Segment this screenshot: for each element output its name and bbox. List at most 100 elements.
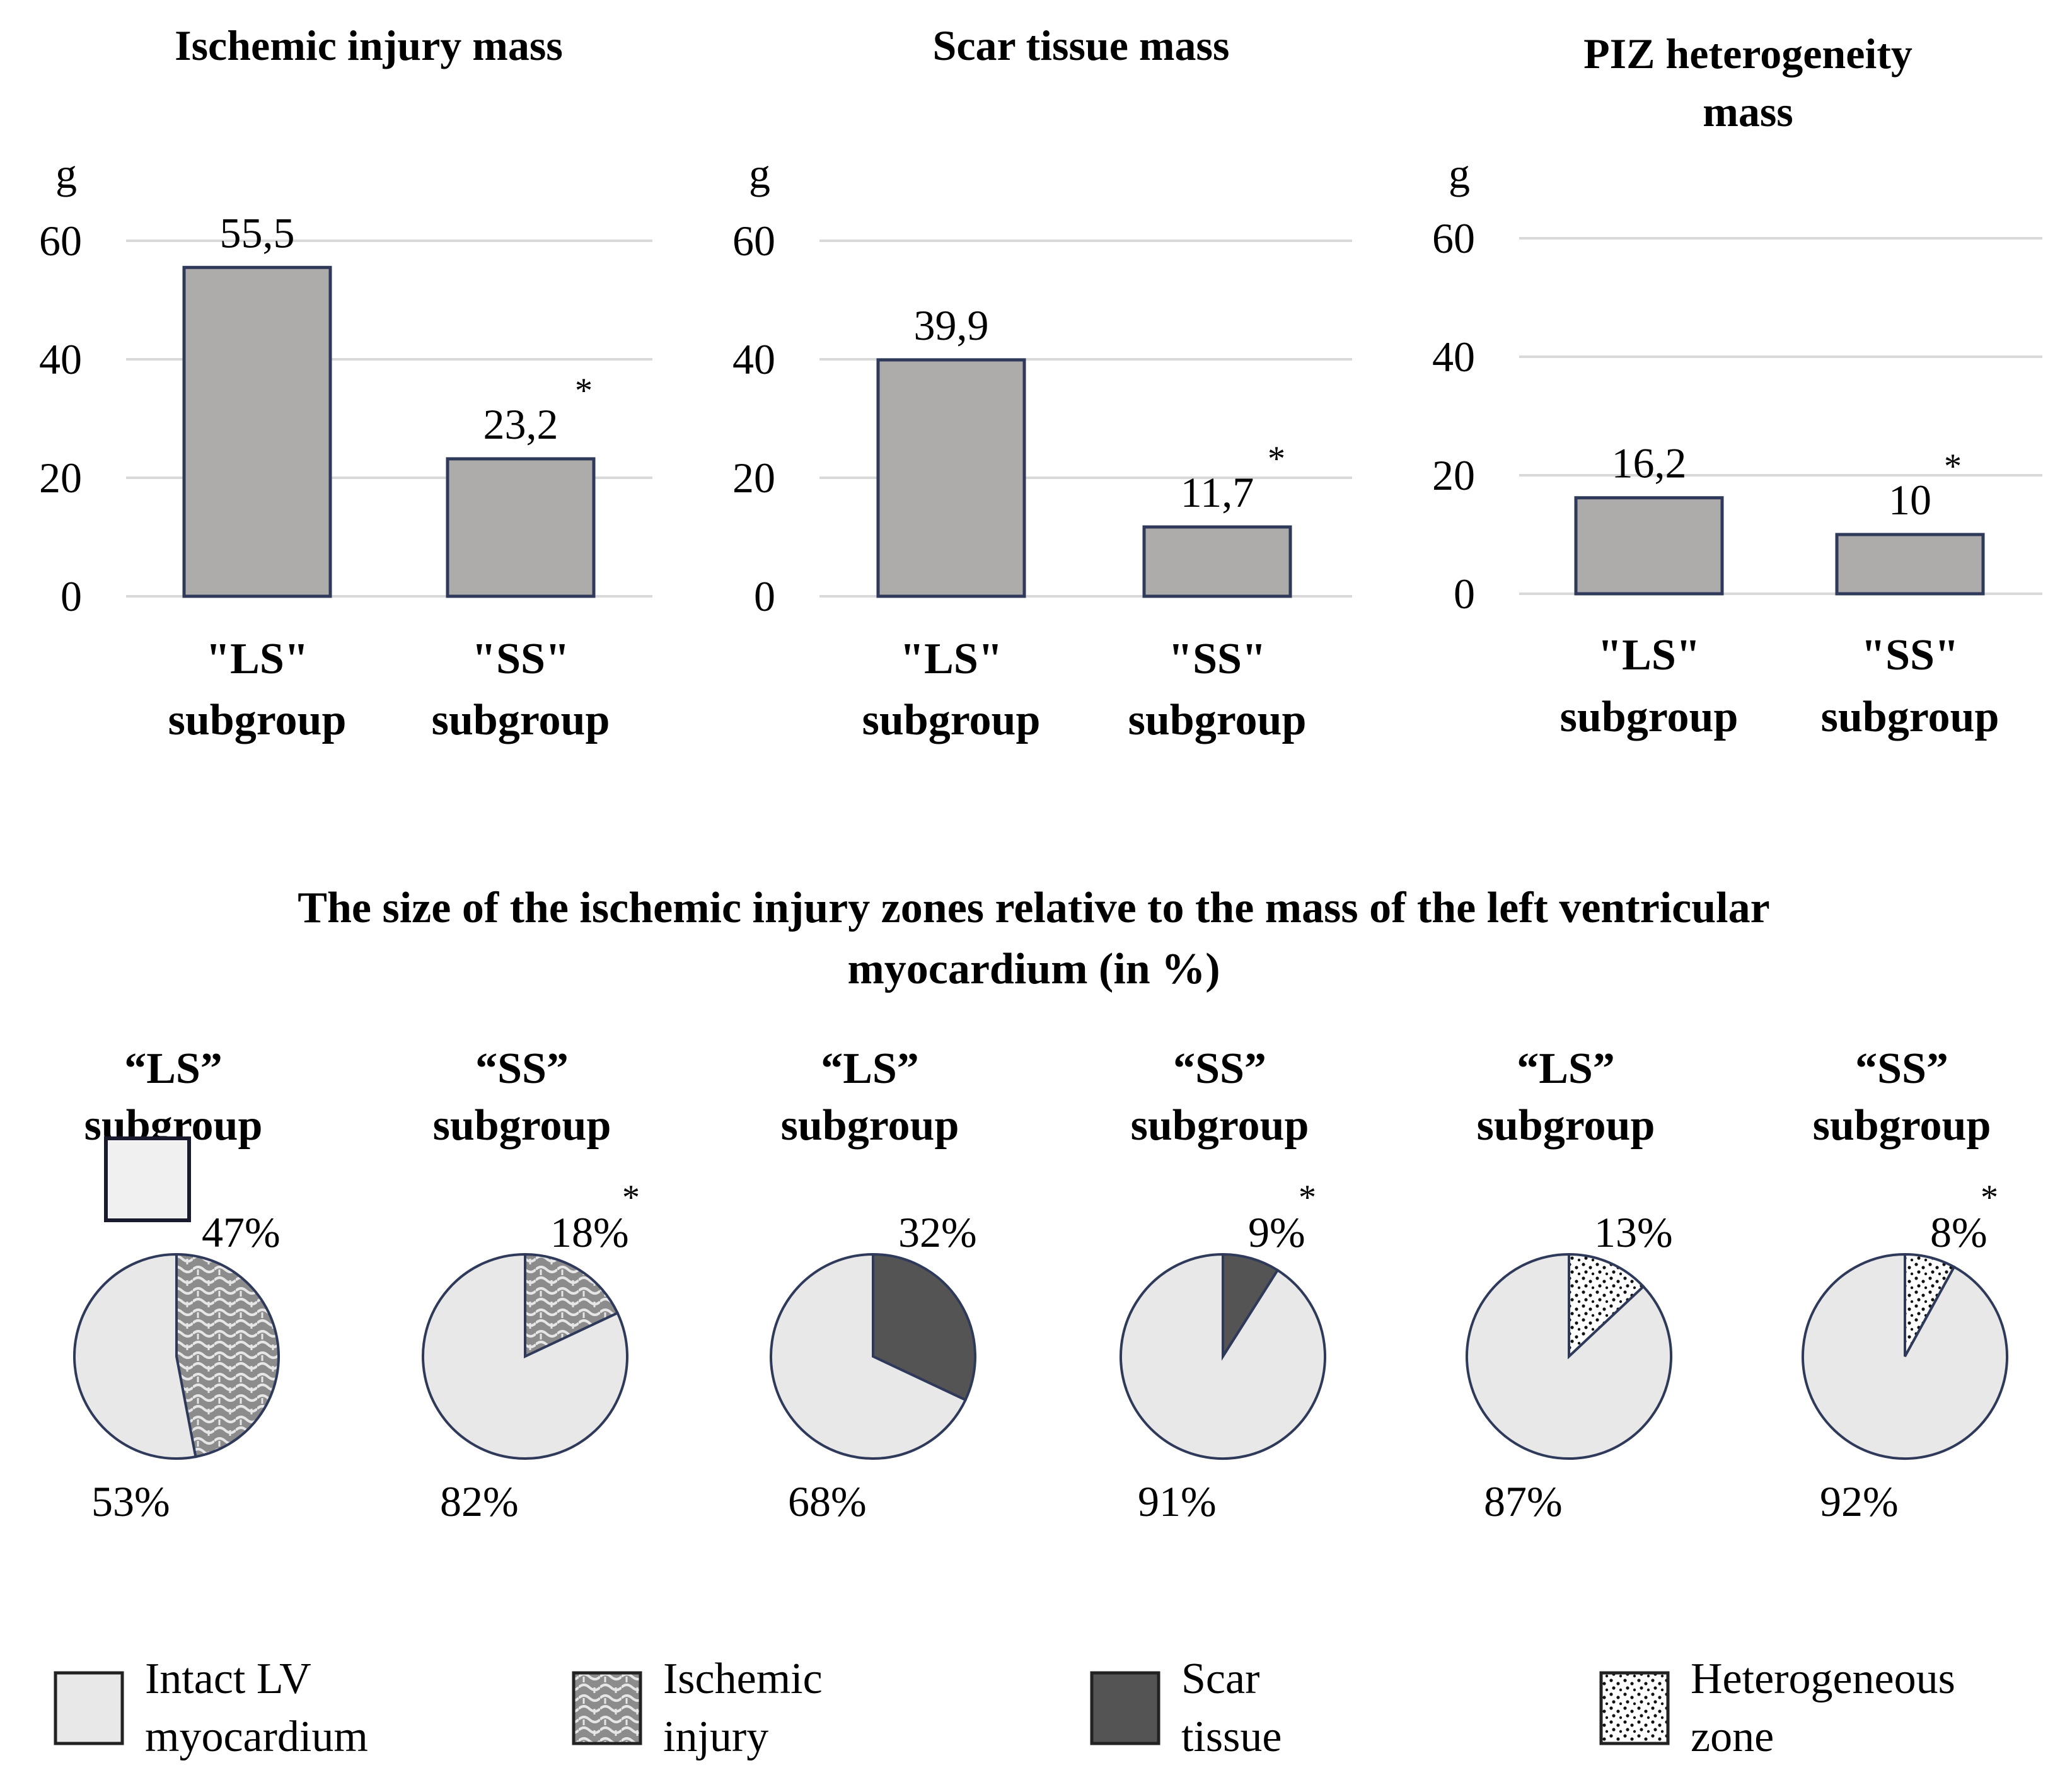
category-label-ls: "LS" [205, 635, 308, 683]
overlay-square [104, 1136, 191, 1222]
pie-slice-intact [72, 1252, 197, 1460]
pie-slice-ischemic [524, 1252, 620, 1359]
legend-label: Heterogeneous [1691, 1655, 1955, 1703]
pie-label-intact: 91% [1138, 1477, 1217, 1525]
y-axis-unit: g [1449, 149, 1470, 197]
pie-title: “LS” [124, 1044, 223, 1093]
legend-label: Ischemic [663, 1655, 823, 1703]
value-label-ss: 23,2 [483, 400, 558, 448]
chart-title: PIZ heterogeneity [1583, 30, 1912, 78]
value-label-ls: 39,9 [914, 301, 989, 349]
y-tick-40: 40 [39, 335, 82, 383]
pie-title: “LS” [1517, 1044, 1615, 1093]
legend-item-hetero: Heterogeneous zone [1599, 1655, 1955, 1761]
pie-label-intact: 92% [1820, 1477, 1899, 1525]
significance-mark: * [575, 371, 593, 410]
pie-subtitle: subgroup [1131, 1101, 1309, 1150]
pie-title: “SS” [1855, 1044, 1948, 1093]
value-label-ls: 55,5 [220, 209, 295, 257]
pie-label-intact: 53% [91, 1477, 170, 1525]
y-tick-60: 60 [1432, 214, 1475, 262]
bar-ss [1835, 533, 1985, 596]
legend-label: Scar [1181, 1655, 1259, 1703]
legend-label: injury [663, 1713, 768, 1761]
pie-charts: “LS” subgroup 47% 53% “SS” subgroup 18% 82% * “LS… [72, 1044, 2008, 1525]
y-tick-0: 0 [61, 572, 82, 620]
y-tick-20: 20 [39, 454, 82, 502]
pie-slice-intact [422, 1252, 628, 1460]
bar-chart-ischemic-mass: Ischemic injury mass g 60 40 20 0 55,5 2… [39, 21, 652, 744]
significance-mark: * [622, 1178, 640, 1217]
legend-item-scar: Scar tissue [1090, 1655, 1282, 1761]
pie-title: “LS” [821, 1044, 919, 1093]
pie-subtitle: subgroup [781, 1101, 959, 1150]
bar-ls [876, 358, 1026, 598]
chart-title: Scar tissue mass [933, 21, 1230, 69]
y-tick-60: 60 [39, 217, 82, 265]
chart-title: Ischemic injury mass [175, 21, 563, 69]
legend-swatch-intact [54, 1671, 124, 1745]
pie-label-scar: 32% [898, 1208, 977, 1256]
legend-item-ischemic: Ischemic injury [572, 1655, 823, 1761]
pie-slice-intact [1802, 1252, 2008, 1460]
y-tick-40: 40 [1432, 333, 1475, 381]
category-label-ls: "LS" [1597, 631, 1700, 679]
bar-ss [1142, 525, 1292, 598]
pie-subtitle: subgroup [433, 1101, 611, 1150]
pie-label-scar: 9% [1248, 1208, 1305, 1256]
category-label-ss-sub: subgroup [1821, 693, 1999, 741]
pie-label-intact: 82% [440, 1477, 519, 1525]
pie-chart-5: “LS” subgroup 13% 87% [1466, 1044, 1673, 1525]
pie-subtitle: subgroup [1813, 1101, 1991, 1150]
significance-mark: * [1944, 447, 1962, 486]
category-label-ls-sub: subgroup [168, 696, 347, 744]
category-label-ss: "SS" [1168, 635, 1266, 683]
category-label-ss-sub: subgroup [1128, 696, 1307, 744]
pie-section-title-line2: myocardium (in %) [847, 945, 1220, 993]
y-tick-0: 0 [1454, 570, 1475, 618]
legend-swatch-ischemic [572, 1671, 642, 1745]
y-axis-unit: g [749, 149, 770, 197]
pie-title: “SS” [1173, 1044, 1266, 1093]
y-tick-0: 0 [754, 572, 775, 620]
category-label-ls-sub: subgroup [1560, 693, 1739, 741]
legend: Intact LV myocardium Ischemic injury Scar tis… [54, 1655, 1955, 1761]
category-label-ls-sub: subgroup [862, 696, 1041, 744]
category-label-ss: "SS" [1861, 631, 1959, 679]
pie-chart-4: “SS” subgroup 9% 91% * [1120, 1044, 1326, 1525]
category-label-ss: "SS" [472, 635, 570, 683]
bar-ss [446, 457, 596, 598]
pie-slice-intact [770, 1252, 968, 1460]
bar-ls [182, 265, 332, 598]
legend-label: zone [1691, 1713, 1774, 1761]
value-label-ss: 10 [1889, 476, 1931, 524]
pie-label-hetero: 13% [1594, 1208, 1673, 1256]
pie-label-hetero: 8% [1930, 1208, 1988, 1256]
value-label-ss: 11,7 [1181, 468, 1254, 516]
y-axis-unit: g [55, 149, 77, 197]
legend-swatch-scar [1090, 1671, 1160, 1745]
legend-label: Intact LV [145, 1655, 311, 1703]
pie-slice-intact [1120, 1252, 1326, 1460]
y-tick-40: 40 [732, 335, 775, 383]
bar-chart-scar-mass: Scar tissue mass g 60 40 20 0 39,9 11,7 … [732, 21, 1352, 744]
pie-title: “SS” [475, 1044, 569, 1093]
significance-mark: * [1981, 1178, 1998, 1217]
pie-label-intact: 87% [1484, 1477, 1563, 1525]
pie-chart-6: “SS” subgroup 8% 92% * [1802, 1044, 2008, 1525]
category-label-ls: "LS" [900, 635, 1002, 683]
pie-chart-3: “LS” subgroup 32% 68% [770, 1044, 977, 1525]
value-label-ls: 16,2 [1612, 439, 1687, 487]
bar-ls [1574, 496, 1724, 596]
pie-label-ischemic: 47% [202, 1208, 281, 1256]
pie-slice-scar [872, 1252, 976, 1402]
chart-title-line2: mass [1703, 88, 1793, 136]
y-tick-60: 60 [732, 217, 775, 265]
bar-chart-piz-mass: PIZ heterogeneity mass g 60 40 20 0 16,2… [1432, 30, 2042, 741]
pie-section-title: The size of the ischemic injury zones re… [298, 884, 1769, 932]
pie-label-ischemic: 18% [550, 1208, 629, 1256]
legend-item-intact: Intact LV myocardium [54, 1655, 368, 1761]
significance-mark: * [1299, 1178, 1316, 1217]
y-tick-20: 20 [732, 454, 775, 502]
